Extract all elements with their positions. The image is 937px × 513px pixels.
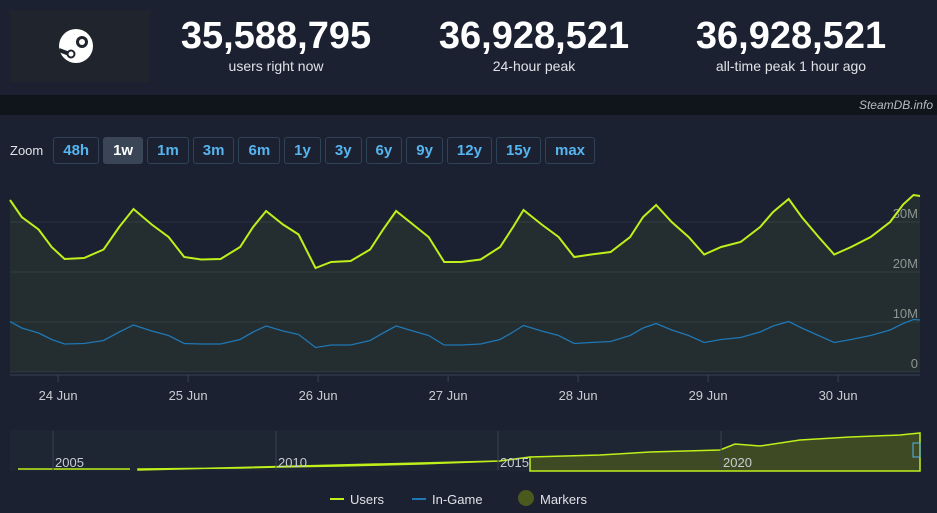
zoom-button[interactable]: 1w: [103, 136, 144, 164]
x-tick-label: 26 Jun: [299, 388, 338, 403]
legend-label: In-Game: [432, 492, 483, 507]
x-tick-label: 28 Jun: [559, 388, 598, 403]
navigator-area: [18, 432, 921, 472]
site-strip: SteamDB.info: [0, 95, 937, 115]
users-area: [10, 195, 920, 372]
y-tick-label: 20M: [893, 256, 918, 271]
y-tick-label: 10M: [893, 306, 918, 321]
x-tick-label: 25 Jun: [169, 388, 208, 403]
zoom-button[interactable]: 1y: [284, 136, 321, 164]
stat-value: 36,928,521: [438, 15, 630, 57]
series-line: [9, 318, 921, 349]
zoom-button[interactable]: 9y: [406, 136, 443, 164]
zoom-button[interactable]: 15y: [495, 136, 541, 164]
zoom-bar: Zoom 48h 1w 1m 3m 6m 1y 3y 6y 9y 12y 15y max: [10, 136, 596, 164]
stat: 35,588,795 users right now: [166, 14, 386, 74]
navigator-label: 2015: [500, 455, 529, 470]
stat-label: 24-hour peak: [492, 58, 576, 74]
navigator-label: 2020: [723, 455, 752, 470]
y-tick-label: 0: [911, 356, 918, 371]
x-tick-label: 30 Jun: [819, 388, 858, 403]
legend-label: Users: [350, 492, 384, 507]
header: 35,588,795 users right now 36,928,521 24-h…: [0, 0, 937, 95]
steam-logo: [10, 10, 150, 82]
zoom-button[interactable]: 3y: [324, 136, 362, 164]
zoom-button[interactable]: 6y: [365, 136, 403, 164]
stat-label: all-time peak 1 hour ago: [715, 58, 867, 74]
navigator-handle[interactable]: [912, 442, 921, 458]
stat-value: 35,588,795: [180, 15, 372, 57]
navigator-label: 2005: [55, 455, 84, 470]
series-line: [9, 193, 921, 270]
zoom-button[interactable]: 6m: [238, 136, 281, 164]
zoom-label: Zoom: [10, 142, 44, 158]
navigator-label: 2010: [278, 455, 307, 470]
x-tick-label: 27 Jun: [429, 388, 468, 403]
logo-icon: [58, 29, 93, 63]
zoom-button[interactable]: 12y: [446, 136, 492, 164]
site-name: SteamDB.info: [858, 98, 933, 112]
stat: 36,928,521 24-hour peak: [424, 14, 644, 74]
zoom-button[interactable]: 48h: [53, 136, 100, 164]
zoom-button[interactable]: 1m: [147, 136, 189, 164]
stat-value: 36,928,521: [695, 15, 887, 57]
stat: 36,928,521 all-time peak 1 hour ago: [681, 14, 901, 74]
stat-label: users right now: [228, 58, 324, 74]
legend-label: Markers: [540, 492, 587, 507]
zoom-button[interactable]: max: [544, 136, 596, 164]
x-tick-label: 24 Jun: [39, 388, 78, 403]
legend-swatch: [518, 490, 534, 506]
x-tick-label: 29 Jun: [689, 388, 728, 403]
zoom-button[interactable]: 3m: [192, 136, 235, 164]
